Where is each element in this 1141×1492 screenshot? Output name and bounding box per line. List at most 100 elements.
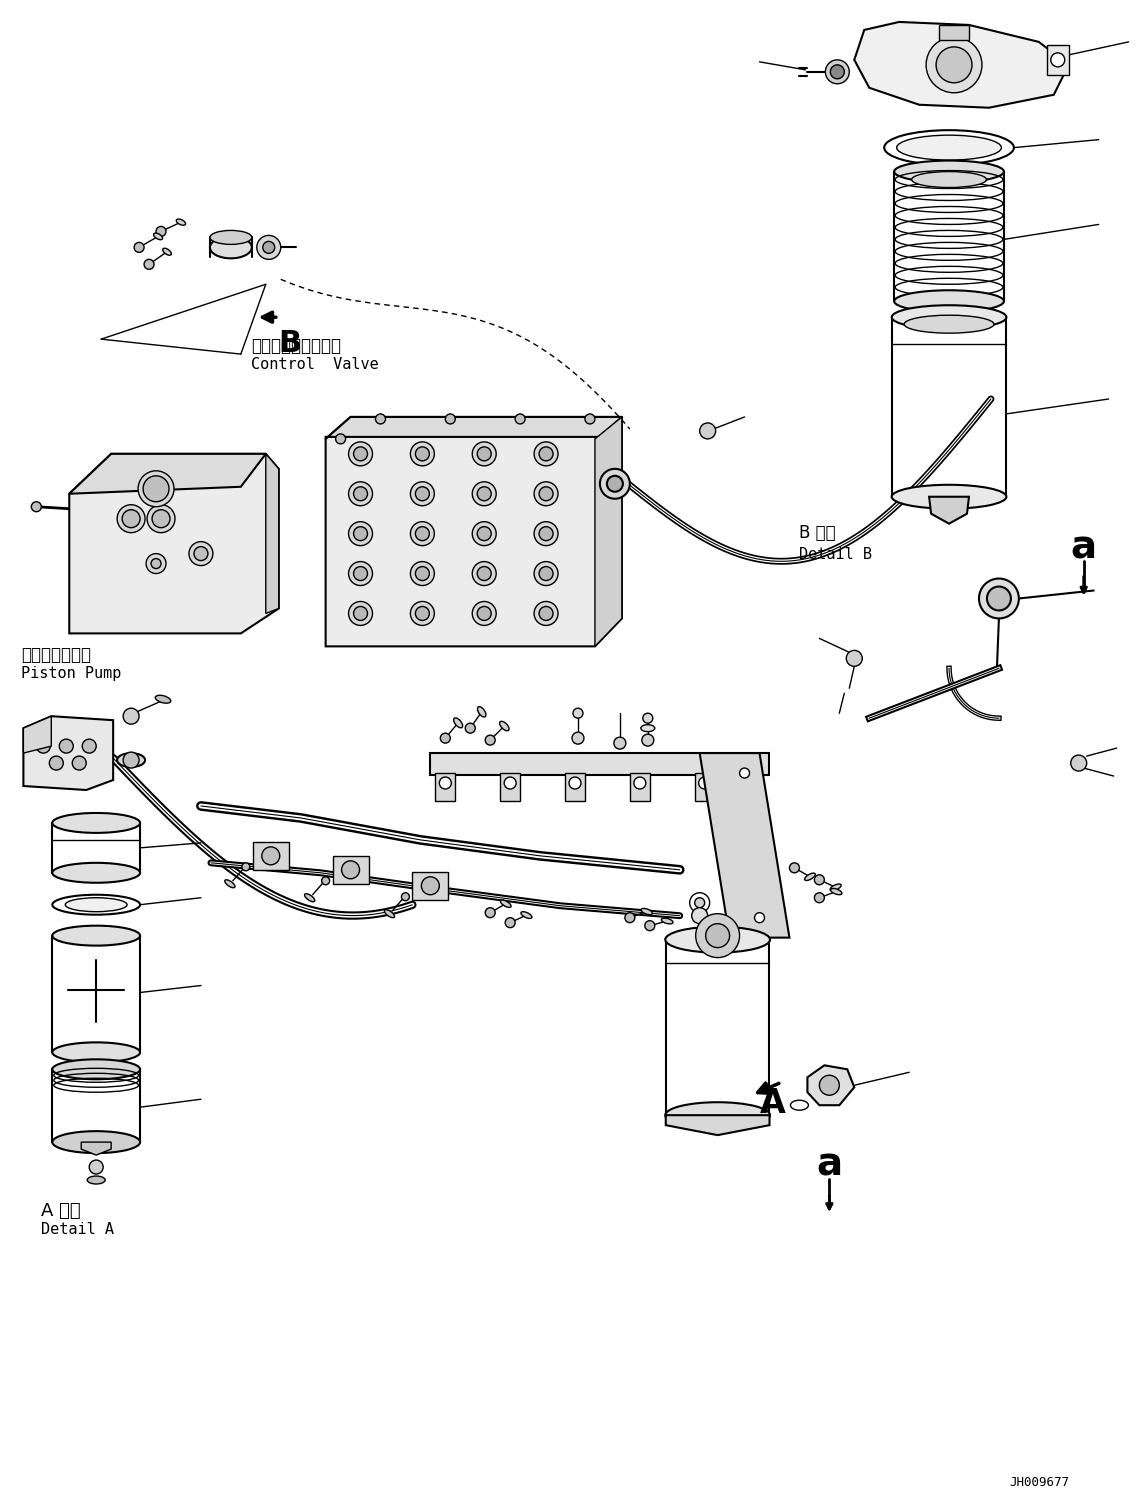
Circle shape [411,482,435,506]
Ellipse shape [904,315,994,333]
Ellipse shape [52,925,140,946]
Ellipse shape [895,161,1004,182]
Circle shape [847,651,863,667]
Circle shape [152,510,170,528]
Ellipse shape [662,918,673,924]
Ellipse shape [521,912,532,919]
Circle shape [936,46,972,82]
Bar [565,773,585,801]
Ellipse shape [912,172,987,188]
Circle shape [466,724,476,733]
Circle shape [691,907,707,924]
Circle shape [472,522,496,546]
Text: Detail B: Detail B [800,546,873,561]
Circle shape [354,486,367,501]
Circle shape [534,442,558,466]
Text: Detail A: Detail A [41,1222,114,1237]
Text: B 詳細: B 詳細 [800,524,836,542]
Circle shape [411,601,435,625]
Circle shape [257,236,281,260]
Bar [436,773,455,801]
Circle shape [445,413,455,424]
Circle shape [261,847,280,865]
Circle shape [698,777,711,789]
Ellipse shape [884,130,1014,166]
Bar [332,856,369,883]
Circle shape [335,434,346,445]
Circle shape [634,777,646,789]
Circle shape [89,1161,103,1174]
Circle shape [987,586,1011,610]
Text: B: B [278,330,302,358]
Circle shape [477,606,491,621]
Circle shape [348,442,372,466]
Text: コントロールバルブ: コントロールバルブ [251,337,341,355]
Circle shape [534,482,558,506]
Circle shape [815,892,824,903]
Circle shape [477,448,491,461]
Circle shape [472,601,496,625]
Circle shape [705,924,729,947]
Bar [412,871,448,900]
Bar [1046,45,1069,75]
Ellipse shape [891,306,1006,330]
Ellipse shape [501,900,511,907]
Circle shape [505,918,515,928]
Circle shape [539,527,553,540]
Ellipse shape [176,219,186,225]
Circle shape [147,504,175,533]
Circle shape [144,260,154,270]
Ellipse shape [641,725,655,731]
Circle shape [831,64,844,79]
Circle shape [614,737,626,749]
Circle shape [569,777,581,789]
Circle shape [539,448,553,461]
Circle shape [123,709,139,724]
Circle shape [49,756,63,770]
Polygon shape [70,454,266,494]
Polygon shape [594,416,622,646]
Ellipse shape [500,721,509,731]
Circle shape [819,1076,840,1095]
Circle shape [440,733,451,743]
Ellipse shape [895,291,1004,312]
Circle shape [642,734,654,746]
Circle shape [739,768,750,777]
Circle shape [926,37,982,93]
Circle shape [539,486,553,501]
Circle shape [421,877,439,895]
Bar [253,841,289,870]
Ellipse shape [831,888,842,895]
Polygon shape [929,497,969,524]
Circle shape [135,242,144,252]
Polygon shape [808,1065,855,1106]
Circle shape [979,579,1019,619]
Text: A: A [760,1088,785,1120]
Polygon shape [699,753,790,937]
Circle shape [645,921,655,931]
Bar [939,25,969,40]
Bar [630,773,650,801]
Circle shape [348,601,372,625]
Circle shape [607,476,623,492]
Ellipse shape [52,862,140,883]
Circle shape [354,527,367,540]
Circle shape [439,777,452,789]
Circle shape [122,510,140,528]
Polygon shape [266,454,278,613]
Text: A 詳細: A 詳細 [41,1203,81,1220]
Ellipse shape [118,753,145,767]
Ellipse shape [641,909,653,915]
Text: Piston Pump: Piston Pump [22,667,122,682]
Ellipse shape [804,873,816,880]
Circle shape [689,892,710,913]
Ellipse shape [305,894,315,901]
Bar [500,773,520,801]
Circle shape [477,486,491,501]
Polygon shape [325,416,622,439]
Circle shape [411,561,435,585]
Circle shape [415,448,429,461]
Circle shape [625,913,634,922]
Circle shape [322,877,330,885]
Circle shape [118,504,145,533]
